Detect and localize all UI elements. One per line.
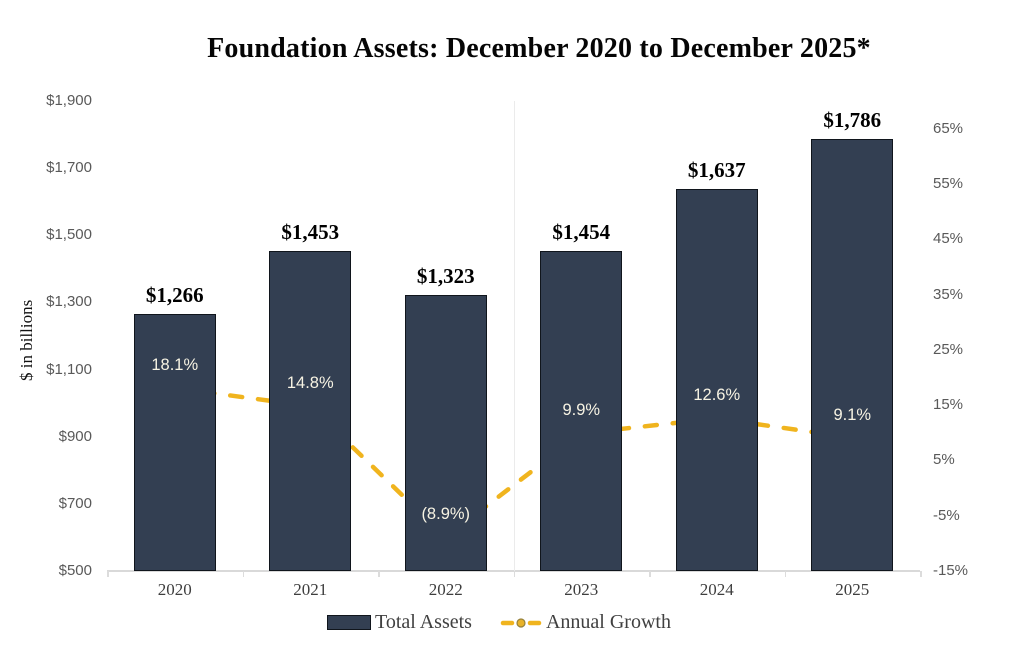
bar-value-label: $1,454 (552, 219, 611, 244)
total-assets-swatch-icon (327, 615, 372, 630)
total-assets-bar (675, 189, 758, 571)
right-axis-tick-label: 5% (933, 451, 955, 469)
bar-value-label: $1,637 (687, 158, 746, 183)
x-axis-tick-mark (784, 571, 786, 577)
x-axis-tick-mark (378, 571, 380, 577)
bar-value-label: $1,453 (281, 220, 340, 245)
right-axis-tick-label: -15% (933, 562, 969, 579)
right-axis-tick-label: -5% (933, 506, 960, 524)
left-axis-tick-label: $500 (58, 562, 92, 579)
x-axis-tick-label: 2025 (835, 580, 870, 599)
x-axis-tick-label: 2024 (699, 580, 734, 599)
total-assets-bar (811, 139, 894, 571)
right-axis-tick-label: 25% (933, 340, 964, 358)
total-assets-bar (269, 251, 352, 571)
x-axis-tick-label: 2021 (293, 580, 328, 599)
x-axis-tick-mark (242, 571, 244, 577)
legend-item-annual-growth: Annual Growth (500, 611, 671, 634)
right-axis-tick-label: 45% (933, 230, 964, 248)
gridline-vertical (513, 101, 515, 571)
left-axis-tick-label: $1,700 (46, 159, 92, 177)
left-axis-tick-label: $1,100 (46, 360, 92, 378)
x-axis-tick-mark (920, 571, 922, 577)
right-axis-tick-label: 35% (933, 285, 964, 303)
total-assets-bar (404, 294, 487, 571)
growth-value-label: 9.9% (562, 401, 601, 420)
legend-item-total-assets: Total Assets (327, 611, 472, 634)
x-axis-tick-label: 2020 (157, 580, 192, 599)
total-assets-bar (540, 250, 623, 571)
x-axis-tick-mark (107, 571, 109, 577)
chart-title: Foundation Assets: December 2020 to Dece… (207, 33, 871, 64)
growth-value-label: 14.8% (286, 374, 334, 393)
x-axis-tick-label: 2023 (564, 580, 599, 599)
left-axis-tick-label: $1,500 (46, 226, 92, 244)
bar-value-label: $1,323 (416, 263, 475, 288)
legend: Total Assets Annual Growth (0, 611, 1024, 634)
growth-value-label: 9.1% (833, 405, 872, 424)
x-axis-tick-mark (649, 571, 651, 577)
growth-value-label: 12.6% (693, 386, 741, 405)
right-axis-tick-label: 55% (933, 174, 964, 192)
left-axis-tick-label: $900 (58, 427, 92, 445)
bar-value-label: $1,786 (823, 108, 882, 133)
left-axis-tick-label: $700 (58, 494, 92, 512)
growth-value-label: (8.9%) (421, 505, 471, 524)
left-axis-tick-label: $1,300 (46, 293, 92, 311)
bar-value-label: $1,266 (145, 282, 204, 307)
x-axis-tick-label: 2022 (428, 580, 463, 599)
x-axis-tick-mark (513, 571, 515, 577)
total-assets-bar (133, 313, 216, 571)
left-axis-tick-label: $1,900 (46, 92, 92, 109)
right-axis-tick-label: 65% (933, 119, 964, 137)
legend-label-annual-growth: Annual Growth (545, 611, 671, 633)
right-axis-tick-label: 15% (933, 396, 964, 414)
legend-label-total-assets: Total Assets (375, 611, 472, 633)
growth-value-label: 18.1% (151, 355, 199, 374)
annual-growth-swatch-icon (500, 617, 542, 628)
